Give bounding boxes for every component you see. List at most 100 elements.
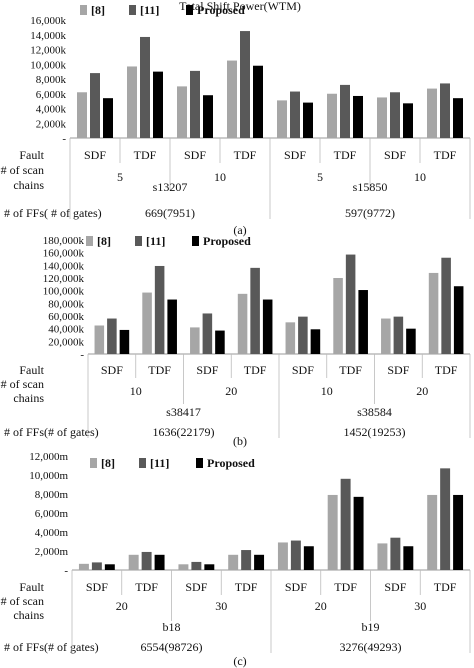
bar-Proposed-3 — [215, 330, 225, 354]
category-label: TDF — [434, 580, 457, 594]
legend-swatch — [186, 5, 193, 15]
row-label-ffs: # of FFs(# of gates) — [4, 640, 99, 654]
row-label-fault: Fault — [19, 580, 44, 594]
y-tick-label: 6,000m — [35, 508, 69, 520]
bar-8-4 — [228, 554, 239, 570]
category-label: SDF — [384, 580, 406, 594]
bar-Proposed-2 — [153, 71, 163, 138]
bar-Proposed-1 — [104, 564, 115, 570]
bar-8-1 — [94, 325, 105, 354]
bar-8-7 — [381, 318, 391, 354]
bar-8-3 — [190, 327, 200, 354]
bar-8-3 — [177, 86, 187, 138]
bar-Proposed-1 — [103, 98, 113, 138]
bar-8-7 — [377, 543, 388, 570]
circuit-name: b19 — [362, 620, 380, 634]
scan-chain-value: 5 — [117, 170, 123, 184]
bar-8-3 — [178, 564, 189, 570]
circuit-ffs-gates: 597(9772) — [345, 206, 395, 220]
scan-chain-value: 10 — [130, 384, 142, 398]
bar-11-3 — [190, 70, 200, 138]
bar-11-1 — [91, 562, 102, 570]
bar-11-6 — [340, 478, 351, 570]
legend: [8] [11] Proposed — [90, 456, 255, 470]
row-label-scan-chains-2: chains — [13, 608, 44, 622]
row-label-scan-chains-1: # of scan — [1, 377, 44, 391]
y-tick-label: - — [80, 349, 84, 361]
bar-11-7 — [390, 92, 400, 138]
legend-swatch — [86, 236, 93, 246]
category-label: TDF — [334, 580, 357, 594]
category-label: TDF — [434, 148, 457, 162]
row-label-fault: Fault — [19, 363, 44, 377]
legend: [8] [11] Proposed — [86, 234, 251, 248]
bar-8-5 — [277, 100, 287, 138]
bar-Proposed-6 — [353, 496, 364, 570]
bar-Proposed-5 — [310, 329, 321, 354]
legend-swatch — [90, 458, 97, 468]
category-label: TDF — [148, 363, 171, 377]
legend-label: [11] — [140, 3, 159, 17]
legend-label: [8] — [101, 456, 115, 470]
legend-label: Proposed — [203, 234, 251, 248]
bar-8-4 — [237, 293, 248, 354]
bar-8-6 — [333, 278, 343, 354]
bar-11-1 — [90, 73, 100, 138]
bar-11-5 — [290, 91, 300, 138]
bar-Proposed-6 — [358, 290, 368, 354]
bar-8-2 — [142, 292, 152, 354]
y-tick-label: 12,000k — [30, 45, 66, 57]
panel-label: (b) — [233, 434, 247, 448]
y-tick-label: 140,000k — [43, 260, 85, 272]
row-label-fault: Fault — [19, 148, 44, 162]
bar-Proposed-6 — [353, 95, 363, 138]
scan-chain-value: 5 — [317, 170, 323, 184]
y-tick-label: 6,000k — [36, 89, 67, 101]
y-tick-label: 8,000m — [35, 489, 69, 501]
category-label: SDF — [196, 363, 218, 377]
bar-11-4 — [241, 550, 252, 570]
legend-label: Proposed — [207, 456, 255, 470]
legend-label: [11] — [146, 234, 165, 248]
bar-8-1 — [77, 92, 87, 138]
scan-chain-value: 20 — [225, 384, 237, 398]
y-tick-label: 60,000k — [48, 311, 84, 323]
y-tick-label: - — [64, 565, 68, 577]
category-label: TDF — [339, 363, 362, 377]
y-tick-label: 10,000k — [30, 59, 66, 71]
bar-8-6 — [327, 494, 338, 570]
chart-panel-2: -20,000k40,000k60,000k80,000k100,000k120… — [1, 234, 471, 448]
category-label: TDF — [135, 580, 158, 594]
bar-Proposed-2 — [167, 299, 177, 354]
bar-11-5 — [298, 316, 308, 354]
bar-Proposed-3 — [203, 95, 213, 138]
scan-chain-value: 10 — [214, 170, 226, 184]
y-tick-label: 12,000m — [29, 451, 68, 463]
category-label: SDF — [384, 148, 406, 162]
y-tick-label: 8,000k — [36, 74, 67, 86]
legend: [8] [11] Proposed — [80, 3, 245, 17]
chart-panel-3: - 2,000m 4,000m 6,000m 8,000m 10,000m 12,000m [… — [1, 451, 471, 668]
legend-swatch — [196, 458, 203, 468]
y-tick-label: 2,000m — [35, 546, 69, 558]
y-tick-label: 100,000k — [43, 286, 85, 298]
circuit-ffs-gates: 1452(19253) — [344, 425, 406, 439]
scan-chain-value: 30 — [215, 599, 227, 613]
bar-11-2 — [141, 551, 152, 570]
category-label: SDF — [101, 363, 123, 377]
y-tick-label: - — [62, 133, 66, 145]
row-label-ffs: # of FFs( # of gates) — [4, 206, 102, 220]
bar-8-1 — [78, 563, 89, 570]
bar-8-2 — [127, 66, 137, 138]
chart-panel-1: - 2,000k 4,000k 6,000k 8,000k 10,000k 12,000k 1… — [1, 3, 471, 237]
scan-chain-value: 30 — [414, 599, 426, 613]
bar-11-7 — [393, 316, 404, 354]
bar-11-2 — [154, 265, 165, 354]
category-label: SDF — [86, 580, 108, 594]
bar-11-7 — [390, 537, 401, 570]
bar-11-8 — [440, 468, 451, 570]
category-label: SDF — [185, 580, 207, 594]
legend-swatch — [139, 458, 146, 468]
